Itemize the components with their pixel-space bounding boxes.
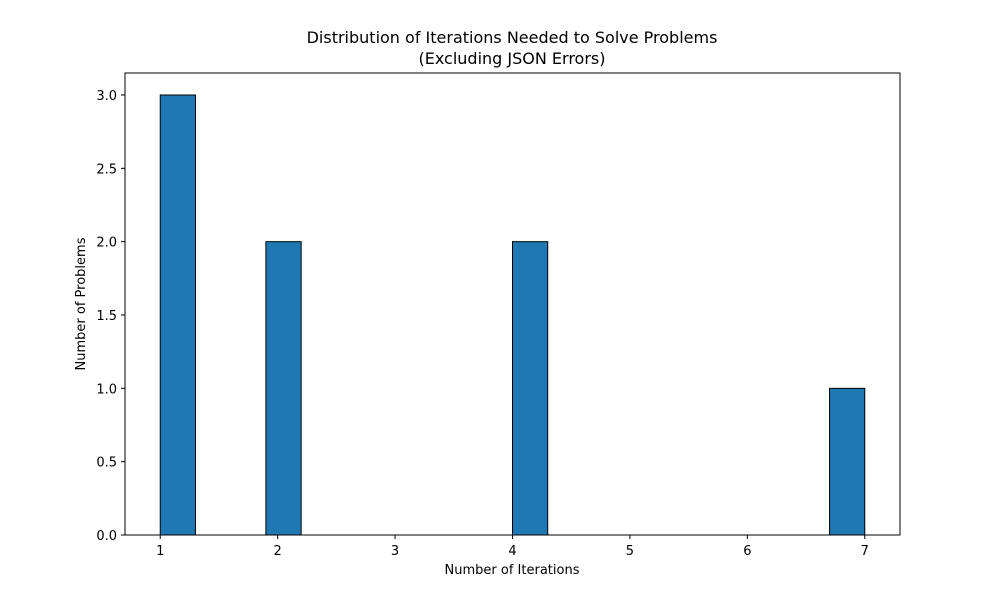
x-tick-label: 7 bbox=[861, 544, 869, 559]
y-tick-label: 1.0 bbox=[96, 382, 117, 397]
y-tick-label: 2.5 bbox=[96, 162, 117, 177]
y-tick-label: 0.0 bbox=[96, 529, 117, 544]
x-tick-label: 5 bbox=[626, 544, 634, 559]
y-tick-label: 2.0 bbox=[96, 236, 117, 251]
x-tick-label: 6 bbox=[743, 544, 751, 559]
chart-title: Distribution of Iterations Needed to Sol… bbox=[307, 28, 718, 47]
chart-subtitle: (Excluding JSON Errors) bbox=[418, 49, 605, 68]
x-axis-ticks: 1 2 3 4 5 6 7 bbox=[156, 535, 869, 559]
x-tick-label: 1 bbox=[156, 544, 164, 559]
x-tick-label: 2 bbox=[274, 544, 282, 559]
plot-frame bbox=[124, 72, 901, 536]
y-tick-label: 1.5 bbox=[96, 309, 117, 324]
histogram-bar-2 bbox=[512, 241, 549, 536]
bars-group bbox=[159, 94, 866, 536]
y-tick-label: 0.5 bbox=[96, 456, 117, 471]
x-tick-label: 3 bbox=[391, 544, 399, 559]
histogram-bar-1 bbox=[265, 241, 302, 536]
y-axis-label: Number of Problems bbox=[74, 237, 89, 370]
y-tick-label: 3.0 bbox=[96, 89, 117, 104]
histogram-bar-0 bbox=[159, 94, 196, 536]
y-axis-ticks: 0.0 0.5 1.0 1.5 2.0 2.5 3.0 bbox=[96, 89, 125, 544]
x-tick-label: 4 bbox=[508, 544, 516, 559]
x-axis-label: Number of Iterations bbox=[445, 563, 580, 578]
histogram-bar-3 bbox=[829, 387, 866, 536]
